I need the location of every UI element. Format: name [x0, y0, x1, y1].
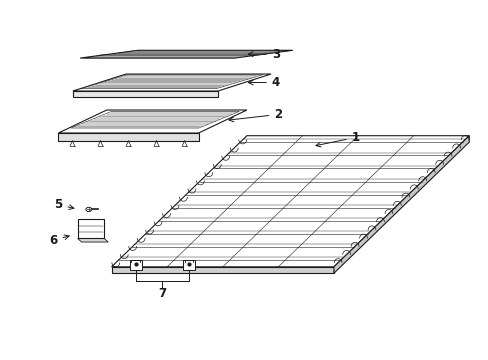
- Text: 4: 4: [248, 76, 280, 89]
- Polygon shape: [80, 50, 292, 58]
- Text: 6: 6: [49, 234, 69, 247]
- Polygon shape: [58, 110, 246, 133]
- Bar: [130, 260, 141, 270]
- Polygon shape: [333, 136, 468, 273]
- Text: 7: 7: [158, 287, 166, 300]
- Polygon shape: [58, 133, 198, 141]
- Polygon shape: [111, 136, 468, 267]
- Bar: [183, 260, 194, 270]
- Circle shape: [86, 207, 92, 212]
- Polygon shape: [81, 75, 263, 89]
- Polygon shape: [78, 238, 108, 242]
- Text: 3: 3: [248, 48, 280, 61]
- Text: 2: 2: [228, 108, 282, 122]
- Text: 1: 1: [315, 131, 359, 147]
- Polygon shape: [73, 74, 270, 91]
- Text: 5: 5: [54, 198, 74, 211]
- Bar: [78, 219, 104, 238]
- Polygon shape: [73, 91, 218, 98]
- Polygon shape: [71, 111, 239, 128]
- Polygon shape: [111, 267, 333, 273]
